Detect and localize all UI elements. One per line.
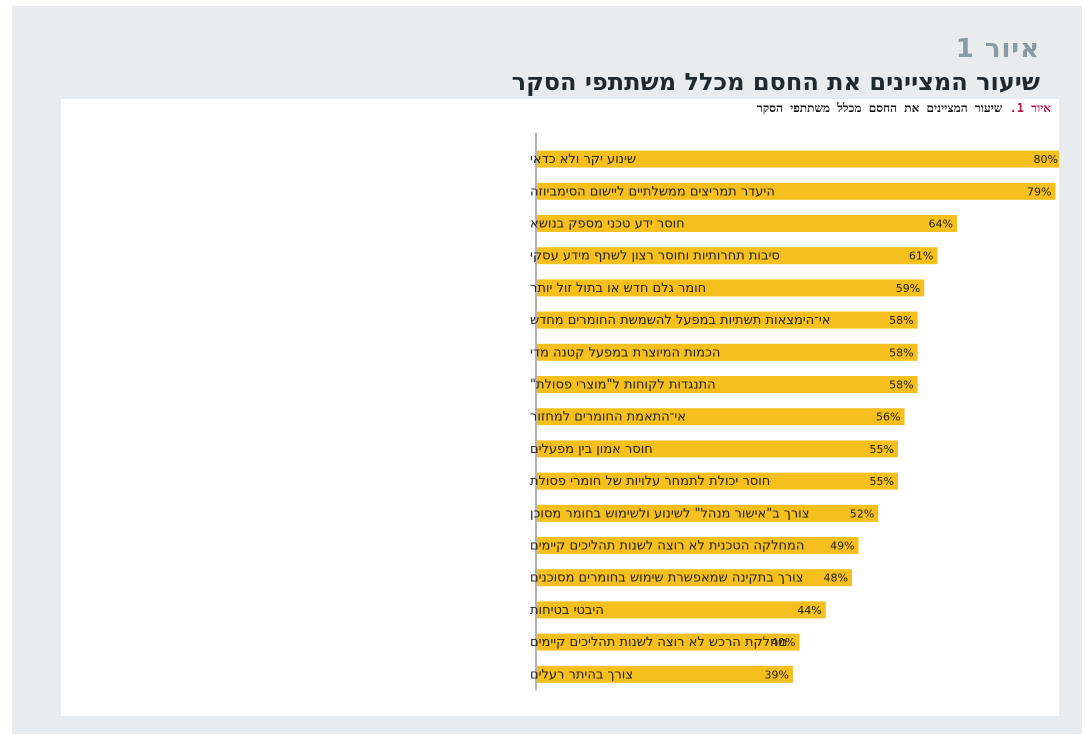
category-label: התנגדות לקוחות ל"מוצרי פסולת" — [530, 378, 716, 393]
bar — [537, 665, 793, 683]
bar — [537, 472, 898, 490]
bar-value-label: 44% — [797, 604, 821, 617]
category-label: צורך בהיתר רעלים — [530, 667, 633, 682]
bar — [537, 182, 1056, 200]
category-label: מחלקת הרכש לא רוצה לשנות תהליכים קיימים — [530, 635, 787, 650]
category-label: סיבות תחרותיות וחוסר רצון לשתף מידע עסקי — [530, 249, 780, 264]
bar-value-label: 64% — [929, 218, 953, 231]
bar-value-label: 52% — [850, 507, 874, 520]
category-label: חוסר ידע טכני מספק בנושא — [530, 217, 685, 232]
category-label: חוסר יכולת לתמחר עלויות של חומרי פסולת — [530, 474, 770, 489]
bar — [537, 440, 898, 458]
bar-value-label: 58% — [889, 314, 913, 327]
bar — [537, 569, 852, 587]
category-label: חומר גלם חדש או בתול זול יותר — [530, 281, 706, 296]
category-label: היעדר תמריצים ממשלתיים ליישום הסימביוזה — [530, 184, 775, 199]
bar — [537, 601, 826, 619]
bar-chart: 80% שינוע יקר ולא כדאי 79% היעדר תמריצים ממ… — [530, 133, 1059, 691]
category-label: צורך בתקינה שמאפשרת שימוש בחומרים מסוכני… — [530, 571, 803, 586]
bar — [537, 408, 905, 426]
bar-value-label: 58% — [889, 379, 913, 392]
bar-value-label: 79% — [1027, 185, 1051, 198]
bar — [537, 504, 879, 522]
bar — [537, 279, 925, 297]
category-label: צורך ב"אישור מנהל" לשינוע ולשימוש בחומר … — [530, 506, 809, 521]
bar-value-label: 55% — [869, 443, 893, 456]
bar-value-label: 48% — [824, 572, 848, 585]
caption-label: איור 1. — [1009, 101, 1051, 115]
category-label: המחלקה הטכנית לא רוצה לשנות תהליכים קיימ… — [530, 539, 804, 554]
category-label: היבטי בטיחות — [530, 603, 604, 618]
bar-value-label: 39% — [764, 668, 788, 681]
category-label: אי־התאמת החומרים למחזור — [530, 410, 686, 425]
figure-number: איור 1 — [955, 34, 1040, 64]
bar-value-label: 80% — [1034, 153, 1058, 166]
bar-value-label: 56% — [876, 411, 900, 424]
category-label: אי־הימצאות תשתיות במפעל להשמשת החומרים מ… — [530, 313, 831, 328]
bar-value-label: 55% — [869, 475, 893, 488]
figure-title: שיעור המציינים את החסם מכלל משתתפי הסקר — [511, 68, 1040, 96]
category-label: שינוע יקר ולא כדאי — [530, 152, 636, 167]
bar-value-label: 40% — [771, 636, 795, 649]
bar — [537, 311, 918, 329]
bar — [537, 215, 957, 232]
chart-panel: איור 1. שיעור המציינים את החסם מכלל משתת… — [61, 99, 1059, 716]
chart-caption: איור 1. שיעור המציינים את החסם מכלל משתת… — [757, 101, 1051, 116]
category-label: חוסר אמון בין מפעלים — [530, 442, 653, 457]
bar-value-label: 49% — [830, 540, 854, 553]
bar — [537, 376, 918, 393]
bar — [537, 150, 1059, 168]
bar — [537, 537, 859, 554]
caption-text: שיעור המציינים את החסם מכלל משתתפי הסקר — [756, 101, 1003, 115]
bar-value-label: 61% — [909, 250, 933, 263]
category-label: הכמות המיוצרת במפעל קטנה מדי — [530, 345, 720, 360]
bar — [537, 247, 938, 265]
bar-value-label: 59% — [896, 282, 920, 295]
bar — [537, 633, 800, 651]
bar — [537, 343, 918, 361]
bar-value-label: 58% — [889, 346, 913, 359]
